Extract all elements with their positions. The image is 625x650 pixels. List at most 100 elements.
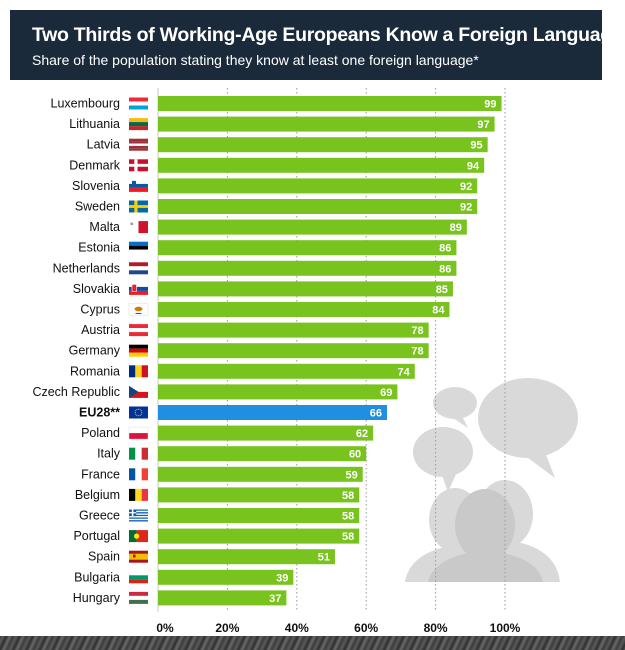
category-label: Poland bbox=[81, 426, 120, 440]
bar bbox=[158, 569, 294, 585]
eu-flag-icon bbox=[129, 406, 148, 419]
x-tick-label: 100% bbox=[490, 621, 521, 635]
chart-title: Two Thirds of Working-Age Europeans Know… bbox=[32, 24, 623, 46]
bar-value-label: 78 bbox=[411, 325, 423, 337]
bar-value-label: 84 bbox=[432, 305, 445, 317]
austria-flag-icon bbox=[129, 324, 148, 337]
category-label: Slovenia bbox=[72, 179, 120, 193]
bar-value-label: 51 bbox=[318, 552, 330, 564]
category-label: Portugal bbox=[73, 529, 120, 543]
bar bbox=[158, 487, 360, 503]
bar bbox=[158, 96, 502, 111]
estonia-flag-icon bbox=[129, 241, 148, 254]
bar bbox=[158, 466, 363, 482]
bar-value-label: 99 bbox=[484, 99, 496, 111]
category-label: Belgium bbox=[75, 488, 120, 502]
category-label: Hungary bbox=[73, 591, 121, 605]
category-label: Malta bbox=[89, 220, 120, 234]
bar bbox=[158, 199, 478, 214]
category-label: Italy bbox=[97, 447, 121, 461]
category-label: Latvia bbox=[87, 138, 120, 152]
category-label: Cyprus bbox=[80, 303, 120, 317]
chart-subtitle: Share of the population stating they kno… bbox=[32, 52, 479, 68]
category-label: Luxembourg bbox=[51, 97, 121, 111]
greece-flag-icon bbox=[129, 509, 148, 522]
x-tick-label: 60% bbox=[354, 621, 378, 635]
category-label: France bbox=[81, 467, 120, 481]
bar bbox=[158, 528, 360, 544]
category-label: Czech Republic bbox=[32, 385, 120, 399]
category-label: Lithuania bbox=[69, 117, 120, 131]
bar-value-label: 78 bbox=[411, 346, 423, 358]
category-label: Netherlands bbox=[53, 261, 120, 275]
bar-value-label: 62 bbox=[356, 428, 368, 440]
czech-flag-icon bbox=[129, 385, 148, 398]
bar bbox=[158, 405, 388, 420]
romania-flag-icon bbox=[129, 365, 148, 378]
portugal-flag-icon bbox=[129, 530, 148, 543]
category-label: Slovakia bbox=[73, 282, 120, 296]
bar-value-label: 66 bbox=[370, 408, 382, 420]
bar bbox=[158, 281, 453, 297]
bar bbox=[158, 590, 287, 606]
flags bbox=[128, 97, 149, 604]
category-label: Estonia bbox=[78, 241, 120, 255]
bars: 9997959492928986868584787874696662605958… bbox=[158, 96, 502, 606]
x-axis-ticks: 0% 20% 40% 60% 80% 100% bbox=[156, 621, 520, 635]
france-flag-icon bbox=[129, 468, 148, 481]
category-label: Spain bbox=[88, 550, 120, 564]
bulgaria-flag-icon bbox=[129, 571, 148, 584]
chart-header: Two Thirds of Working-Age Europeans Know… bbox=[10, 10, 623, 80]
category-label: Bulgaria bbox=[74, 570, 120, 584]
lithuania-flag-icon bbox=[129, 118, 148, 131]
luxembourg-flag-icon bbox=[129, 97, 148, 110]
malta-flag-icon bbox=[129, 221, 148, 234]
category-label: EU28** bbox=[79, 406, 120, 420]
bar-value-label: 94 bbox=[467, 160, 480, 172]
slovenia-flag-icon bbox=[129, 179, 148, 192]
people-speech-bubbles-icon bbox=[405, 378, 578, 582]
sweden-flag-icon bbox=[129, 200, 148, 213]
bar-value-label: 85 bbox=[436, 284, 448, 296]
bar-value-label: 95 bbox=[470, 140, 482, 152]
bar bbox=[158, 260, 457, 276]
bar-value-label: 58 bbox=[342, 531, 354, 543]
bar bbox=[158, 363, 415, 379]
bar bbox=[158, 446, 367, 462]
category-labels: Luxembourg Lithuania Latvia Denmark Slovenia… bbox=[32, 97, 120, 605]
x-tick-label: 20% bbox=[215, 621, 239, 635]
bar bbox=[158, 178, 478, 194]
bar bbox=[158, 343, 429, 359]
bar bbox=[158, 137, 488, 153]
category-label: Sweden bbox=[75, 200, 120, 214]
bar-value-label: 86 bbox=[439, 263, 451, 275]
bar-value-label: 69 bbox=[380, 387, 392, 399]
latvia-flag-icon bbox=[129, 138, 148, 151]
spain-flag-icon bbox=[129, 550, 148, 563]
bar bbox=[158, 157, 485, 173]
bar-value-label: 74 bbox=[398, 366, 411, 378]
netherlands-flag-icon bbox=[129, 262, 148, 275]
category-label: Greece bbox=[79, 509, 120, 523]
x-tick-label: 80% bbox=[424, 621, 448, 635]
italy-flag-icon bbox=[129, 447, 148, 460]
category-label: Austria bbox=[81, 323, 120, 337]
bar-value-label: 39 bbox=[276, 572, 288, 584]
bar-value-label: 58 bbox=[342, 490, 354, 502]
poland-flag-icon bbox=[128, 426, 149, 440]
category-label: Denmark bbox=[69, 158, 120, 172]
x-tick-label: 0% bbox=[156, 621, 174, 635]
denmark-flag-icon bbox=[129, 159, 148, 172]
bar-value-label: 97 bbox=[477, 119, 489, 131]
x-tick-label: 40% bbox=[285, 621, 309, 635]
bar-value-label: 58 bbox=[342, 511, 354, 523]
bar bbox=[158, 219, 467, 235]
bar bbox=[158, 240, 457, 256]
bar bbox=[158, 322, 429, 338]
bar bbox=[158, 384, 398, 400]
belgium-flag-icon bbox=[129, 488, 148, 501]
bar bbox=[158, 425, 374, 441]
bar-value-label: 86 bbox=[439, 243, 451, 255]
bar bbox=[158, 508, 360, 523]
